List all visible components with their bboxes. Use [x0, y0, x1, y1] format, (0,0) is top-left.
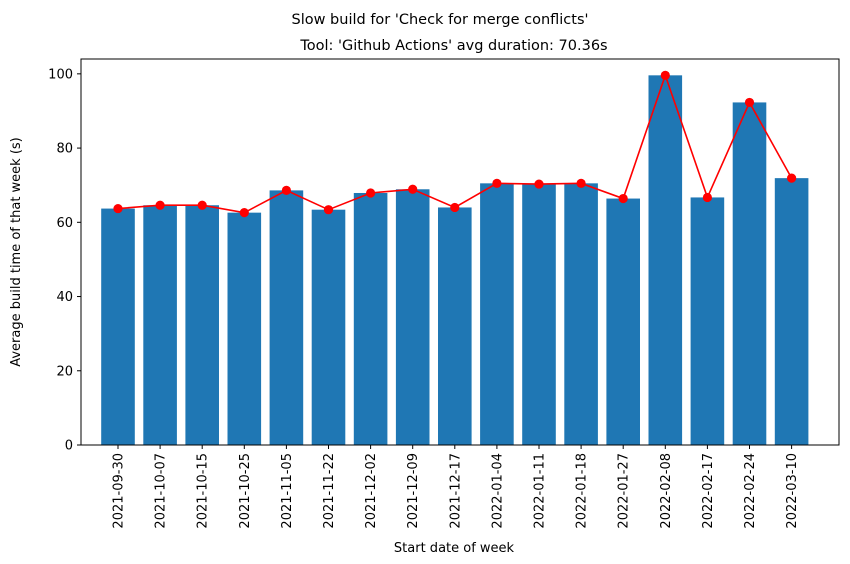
line-point [534, 179, 544, 189]
line-point [113, 203, 123, 214]
line-point [366, 188, 376, 198]
line-point [702, 192, 713, 203]
bar [564, 183, 598, 445]
x-tick-label: 2021-10-25 [238, 453, 253, 529]
line-point [239, 208, 249, 218]
y-tick-label: 100 [48, 67, 73, 82]
line-point [492, 178, 502, 188]
x-tick-label: 2022-01-11 [533, 453, 548, 529]
y-tick-label: 0 [65, 439, 73, 454]
bar-series [101, 75, 809, 446]
bar [353, 192, 388, 445]
x-tick-label: 2021-11-22 [322, 453, 337, 529]
x-tick-label: 2022-02-08 [659, 453, 674, 529]
bar [774, 178, 809, 445]
line-point [744, 97, 755, 108]
x-tick-label: 2022-03-10 [785, 453, 800, 529]
line-point [197, 200, 207, 210]
plot-frame [80, 58, 840, 446]
x-tick-label: 2022-02-17 [701, 453, 716, 529]
x-tick-label: 2021-11-05 [280, 453, 295, 529]
y-tick-label: 80 [56, 142, 73, 157]
x-tick-label: 2021-12-17 [448, 453, 463, 529]
y-tick-label: 40 [56, 290, 73, 305]
line-point [323, 205, 334, 215]
line-point [787, 173, 797, 183]
line-series [113, 70, 797, 218]
x-tick-label: 2022-01-18 [575, 453, 590, 529]
line-point [155, 200, 165, 210]
bar [185, 205, 219, 445]
bar [143, 205, 177, 445]
bar [311, 209, 346, 445]
bar [438, 207, 472, 445]
line-point [281, 185, 291, 195]
line-point [618, 193, 628, 204]
chart-title: Tool: 'Github Actions' avg duration: 70.… [299, 38, 607, 54]
x-tick-label: 2022-01-04 [490, 453, 505, 529]
x-axis-label: Start date of week [394, 541, 515, 556]
bar [269, 190, 304, 445]
bar [606, 198, 640, 445]
chart-suptitle: Slow build for 'Check for merge conflict… [291, 12, 588, 28]
bar [227, 212, 262, 445]
x-axis: 2021-09-30 2021-10-07 2021-10-15 2021-10-25… [112, 445, 800, 529]
x-tick-label: 2021-10-15 [196, 453, 211, 529]
y-axis: 0 20 40 60 80 100 [48, 67, 81, 454]
x-tick-label: 2021-12-02 [364, 453, 379, 529]
y-tick-label: 20 [56, 364, 73, 379]
bar [101, 208, 135, 445]
bar [522, 184, 556, 445]
line-point [408, 184, 418, 194]
bar [480, 183, 514, 445]
trend-line [117, 72, 793, 214]
bar [732, 102, 767, 446]
x-tick-label: 2021-12-09 [406, 453, 421, 529]
x-tick-label: 2022-01-27 [617, 453, 632, 529]
bar [648, 75, 683, 445]
y-axis-label: Average build time of that week (s) [9, 137, 24, 367]
y-tick-label: 60 [56, 216, 73, 231]
x-tick-label: 2022-02-24 [743, 453, 758, 529]
line-point [660, 70, 670, 80]
line-point [576, 178, 586, 188]
bar [395, 189, 430, 445]
line-point [450, 202, 460, 213]
x-tick-label: 2021-10-07 [154, 453, 169, 529]
x-tick-label: 2021-09-30 [112, 453, 127, 529]
bar [690, 197, 725, 445]
